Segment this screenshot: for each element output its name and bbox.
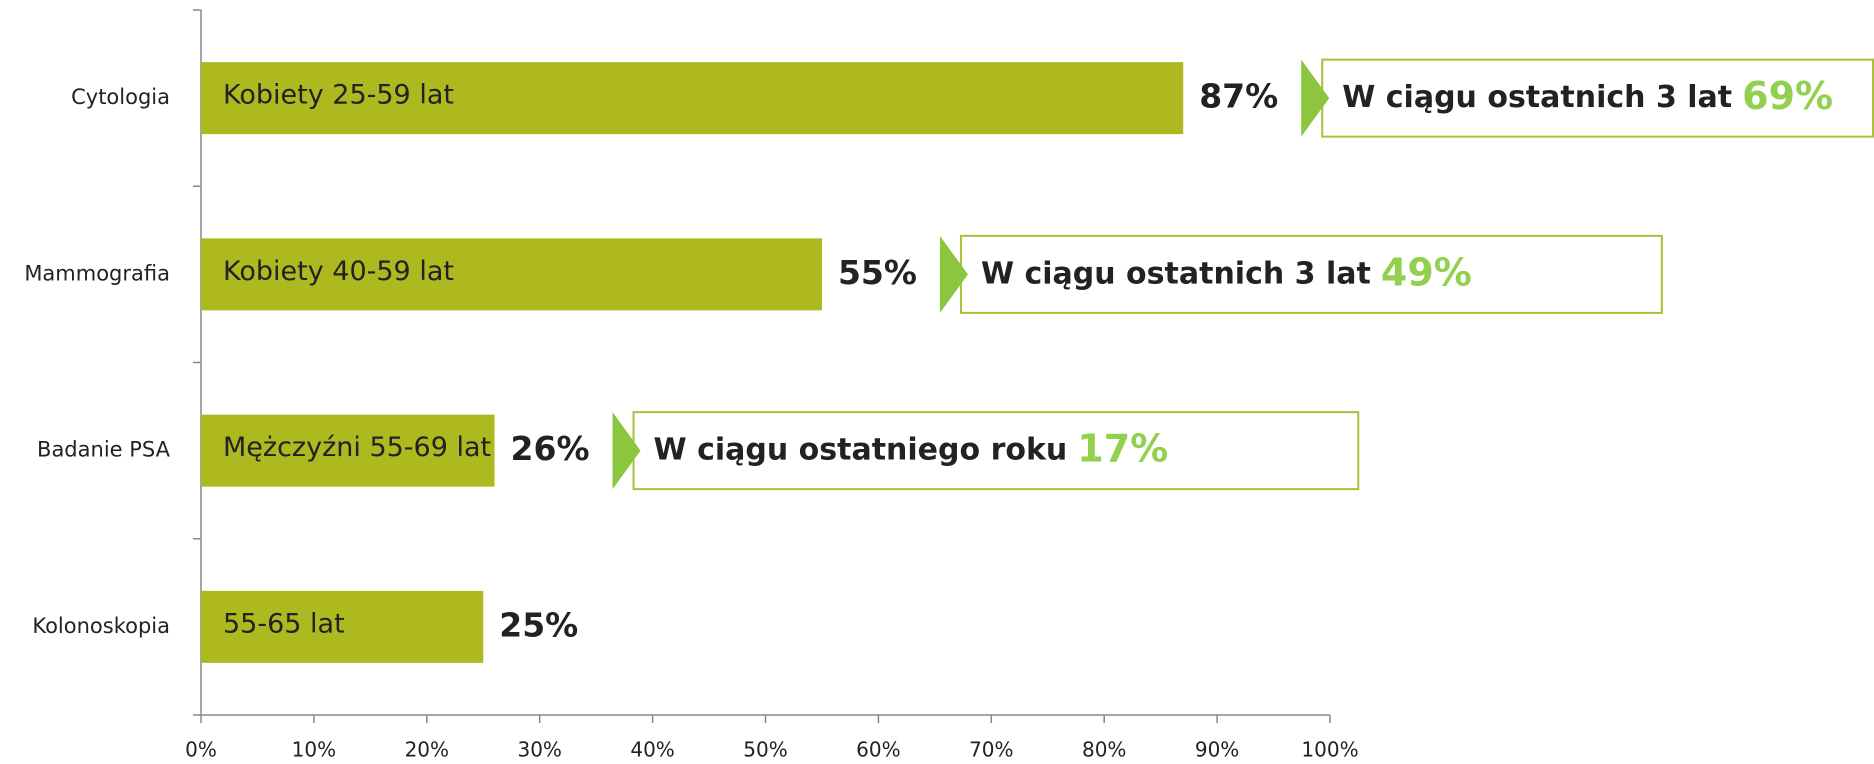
x-tick-label: 20% <box>405 738 449 762</box>
category-label: Kolonoskopia <box>32 614 170 638</box>
callout-value: 69% <box>1742 74 1833 118</box>
callout-arrow <box>1301 59 1330 137</box>
x-tick-label: 70% <box>969 738 1013 762</box>
x-tick-label: 40% <box>630 738 674 762</box>
callout-arrow <box>939 235 968 313</box>
callout-label: W ciągu ostatniego roku <box>654 432 1068 467</box>
x-tick-label: 90% <box>1195 738 1239 762</box>
value-label: 26% <box>511 429 590 468</box>
x-tick-label: 10% <box>292 738 336 762</box>
callout-text: W ciągu ostatnich 3 lat 69% <box>1342 74 1833 118</box>
bar <box>201 590 484 663</box>
bar-label: Mężczyźni 55-69 lat <box>223 432 491 463</box>
callout-value: 49% <box>1381 250 1472 294</box>
category-label: Cytologia <box>71 85 170 109</box>
category-label: Badanie PSA <box>37 438 171 462</box>
value-label: 55% <box>838 253 917 292</box>
callout-box <box>1321 58 1874 138</box>
bar <box>201 62 1184 135</box>
bar-label: Kobiety 25-59 lat <box>223 80 454 111</box>
category-label: Mammografia <box>24 261 170 285</box>
callout-text: W ciągu ostatniego roku 17% <box>654 426 1169 470</box>
bar <box>201 414 495 487</box>
callout-text: W ciągu ostatnich 3 lat 49% <box>981 250 1472 294</box>
callout-label: W ciągu ostatnich 3 lat <box>1342 80 1732 115</box>
x-tick-label: 30% <box>517 738 561 762</box>
bar-label: Kobiety 40-59 lat <box>223 256 454 287</box>
bar-label: 55-65 lat <box>223 608 345 639</box>
value-label: 25% <box>499 605 578 644</box>
x-tick-label: 80% <box>1082 738 1126 762</box>
callout-arrow <box>612 412 641 490</box>
x-tick-label: 0% <box>185 738 217 762</box>
value-label: 87% <box>1199 77 1278 116</box>
callout-label: W ciągu ostatnich 3 lat <box>981 256 1371 291</box>
x-tick-label: 100% <box>1301 738 1358 762</box>
bar <box>201 238 822 311</box>
callout-box <box>959 234 1663 314</box>
x-tick-label: 60% <box>856 738 900 762</box>
x-tick-label: 50% <box>743 738 787 762</box>
callout-value: 17% <box>1077 426 1168 470</box>
